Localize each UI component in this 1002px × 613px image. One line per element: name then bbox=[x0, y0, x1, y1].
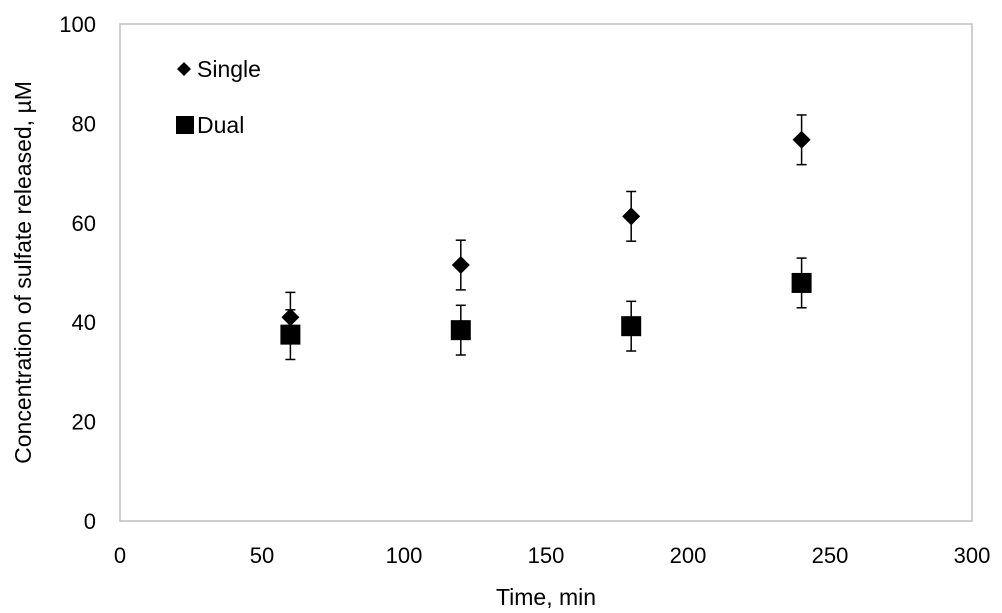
x-axis-ticks: 0 50 100 150 200 250 300 bbox=[114, 543, 990, 568]
y-tick-label: 0 bbox=[84, 509, 96, 534]
y-tick-label: 60 bbox=[72, 211, 96, 236]
x-tick-label: 0 bbox=[114, 543, 126, 568]
x-tick-label: 150 bbox=[528, 543, 565, 568]
legend-marker-diamond bbox=[177, 62, 191, 76]
series-layer bbox=[280, 114, 812, 361]
x-tick-label: 50 bbox=[250, 543, 274, 568]
y-tick-label: 20 bbox=[72, 410, 96, 435]
legend-marker-square bbox=[176, 116, 194, 134]
data-point-single bbox=[792, 130, 811, 149]
x-tick-label: 250 bbox=[812, 543, 849, 568]
plot-area bbox=[119, 23, 973, 522]
legend-label: Dual bbox=[197, 112, 244, 138]
data-point-dual bbox=[450, 320, 471, 341]
data-point-dual bbox=[791, 272, 812, 293]
data-point-single bbox=[622, 207, 641, 226]
data-point-dual bbox=[280, 324, 301, 345]
y-tick-label: 80 bbox=[72, 111, 96, 136]
series-dual bbox=[280, 257, 812, 361]
x-axis-title: Time, min bbox=[496, 584, 596, 610]
legend-item-single: Single bbox=[177, 56, 261, 82]
data-point-single bbox=[451, 256, 470, 275]
data-point-dual bbox=[621, 316, 642, 337]
legend: Single Dual bbox=[176, 56, 261, 138]
y-tick-label: 40 bbox=[72, 310, 96, 335]
x-tick-label: 200 bbox=[670, 543, 707, 568]
x-tick-label: 300 bbox=[954, 543, 991, 568]
legend-item-dual: Dual bbox=[176, 112, 244, 138]
y-axis-title: Concentration of sulfate released, µM bbox=[10, 81, 36, 464]
y-tick-label: 100 bbox=[59, 12, 96, 37]
x-tick-label: 100 bbox=[386, 543, 423, 568]
series-single bbox=[281, 114, 811, 343]
y-axis-ticks: 0 20 40 60 80 100 bbox=[59, 12, 96, 534]
legend-label: Single bbox=[197, 56, 261, 82]
